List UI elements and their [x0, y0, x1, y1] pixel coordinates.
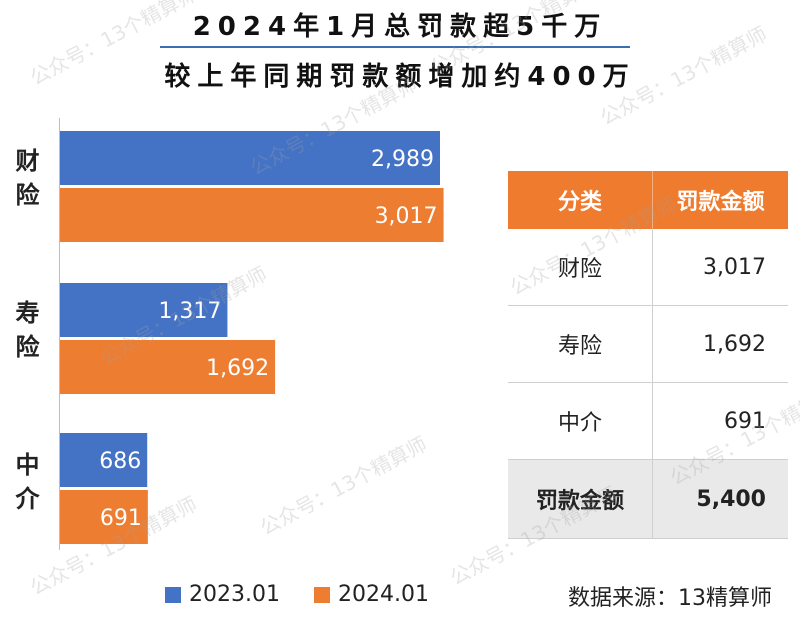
category-label-text: 寿险	[11, 300, 39, 368]
chart-title: 2024年1月总罚款超5千万	[192, 12, 608, 42]
bar-2024.01-2	[60, 490, 148, 544]
legend-label-2023: 2023.01	[189, 582, 280, 607]
table-header-category: 分类	[508, 171, 653, 229]
category-axis-line	[59, 118, 60, 550]
source-note: 数据来源：13精算师	[568, 586, 772, 611]
table-total-label: 罚款金额	[508, 459, 653, 539]
data-label-2024.01-0: 3,017	[375, 204, 438, 229]
legend-swatch-2023	[165, 586, 181, 603]
legend-item-2023: 2023.01	[165, 582, 280, 607]
bar-2023.01-2	[60, 433, 148, 487]
table-cell-category: 中介	[508, 382, 653, 460]
table-header-amount: 罚款金额	[652, 171, 788, 229]
legend-item-2024: 2024.01	[313, 582, 429, 607]
table-cell-amount: 1,692	[652, 305, 788, 383]
table-cell-amount: 3,017	[652, 229, 788, 306]
summary-table: 分类 罚款金额 财险 3,017 寿险 1,692 中介 691 罚款金额 5,…	[508, 171, 788, 539]
chart-subtitle: 较上年同期罚款额增加约400万	[164, 62, 636, 92]
data-label-2023.01-2: 686	[99, 449, 141, 474]
table-cell-amount: 691	[652, 382, 788, 460]
table-row: 中介 691	[508, 382, 788, 460]
bar-2024.01-0	[60, 188, 444, 242]
data-label-2023.01-0: 2,989	[371, 147, 434, 172]
table-total-amount: 5,400	[652, 459, 788, 539]
title-divider	[160, 46, 630, 48]
chart-legend: 2023.01 2024.01	[165, 582, 463, 607]
bar-2023.01-1	[60, 283, 228, 337]
category-label-text: 财险	[11, 148, 39, 216]
legend-label-2024: 2024.01	[337, 582, 429, 607]
bar-2023.01-0	[60, 131, 440, 185]
bar-2024.01-1	[60, 340, 276, 394]
table-row: 财险 3,017	[508, 229, 788, 306]
legend-swatch-2024	[313, 586, 330, 603]
category-label-zhongjie: 中介	[6, 452, 39, 520]
table-total-row: 罚款金额 5,400	[508, 459, 788, 539]
table-cell-category: 寿险	[508, 305, 653, 383]
category-label-caixian: 财险	[6, 148, 39, 216]
category-label-text: 中介	[11, 452, 39, 520]
data-label-2024.01-2: 691	[100, 506, 142, 531]
data-label-2024.01-1: 1,692	[206, 356, 269, 381]
category-label-shouxian: 寿险	[6, 300, 39, 368]
data-label-2023.01-1: 1,317	[158, 299, 221, 324]
table-row: 寿险 1,692	[508, 305, 788, 383]
table-cell-category: 财险	[508, 229, 653, 306]
table-header-row: 分类 罚款金额	[508, 171, 788, 229]
